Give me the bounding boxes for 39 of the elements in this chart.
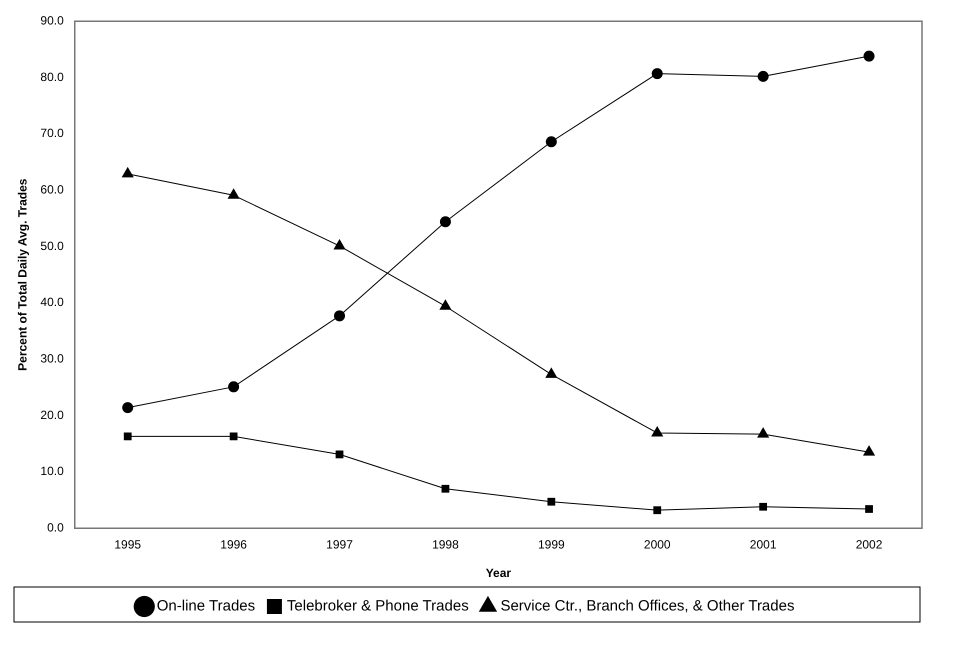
point (758, 70, 769, 82)
y-tick-label: 20.0 (40, 408, 64, 422)
x-axis-title: Year (486, 566, 512, 580)
point (124, 432, 132, 440)
legend-label: On-line Trades (156, 598, 256, 615)
y-tick-label: 30.0 (40, 352, 64, 366)
point (230, 432, 238, 440)
y-axis-title: Percent of Total Daily Avg. Trades (16, 178, 30, 371)
x-tick-label: 1998 (432, 538, 460, 552)
y-tick-label: 40.0 (40, 295, 64, 310)
x-tick-label: 2000 (644, 538, 671, 552)
y-tick-label: 60.0 (40, 182, 64, 197)
point (334, 310, 346, 322)
point (864, 50, 875, 62)
y-tick-label: 50.0 (40, 238, 64, 253)
point (442, 484, 450, 493)
x-tick-label: 2001 (750, 538, 777, 552)
y-tick-label: 80.0 (40, 70, 64, 84)
point (228, 381, 240, 392)
x-tick-label: 2002 (856, 538, 883, 552)
point (440, 216, 451, 228)
x-tick-label: 1999 (538, 538, 565, 552)
y-tick-label: 0.0 (47, 520, 64, 535)
x-tick-label: 1995 (114, 538, 142, 552)
y-tick-label: 10.0 (40, 464, 64, 478)
point (547, 498, 556, 506)
point (122, 402, 134, 414)
point (652, 68, 663, 80)
point (865, 505, 873, 513)
x-tick-label: 1996 (220, 538, 248, 552)
x-tick-label: 1997 (326, 538, 354, 552)
point (653, 506, 662, 514)
y-tick-label: 90.0 (40, 14, 64, 28)
point (546, 136, 557, 148)
point (759, 502, 768, 511)
legend-label: Telebroker & Phone Trades (286, 598, 469, 615)
legend-label: Service Ctr., Branch Offices, & Other Trades (500, 598, 794, 615)
point (336, 450, 344, 458)
y-tick-label: 70.0 (40, 126, 64, 140)
